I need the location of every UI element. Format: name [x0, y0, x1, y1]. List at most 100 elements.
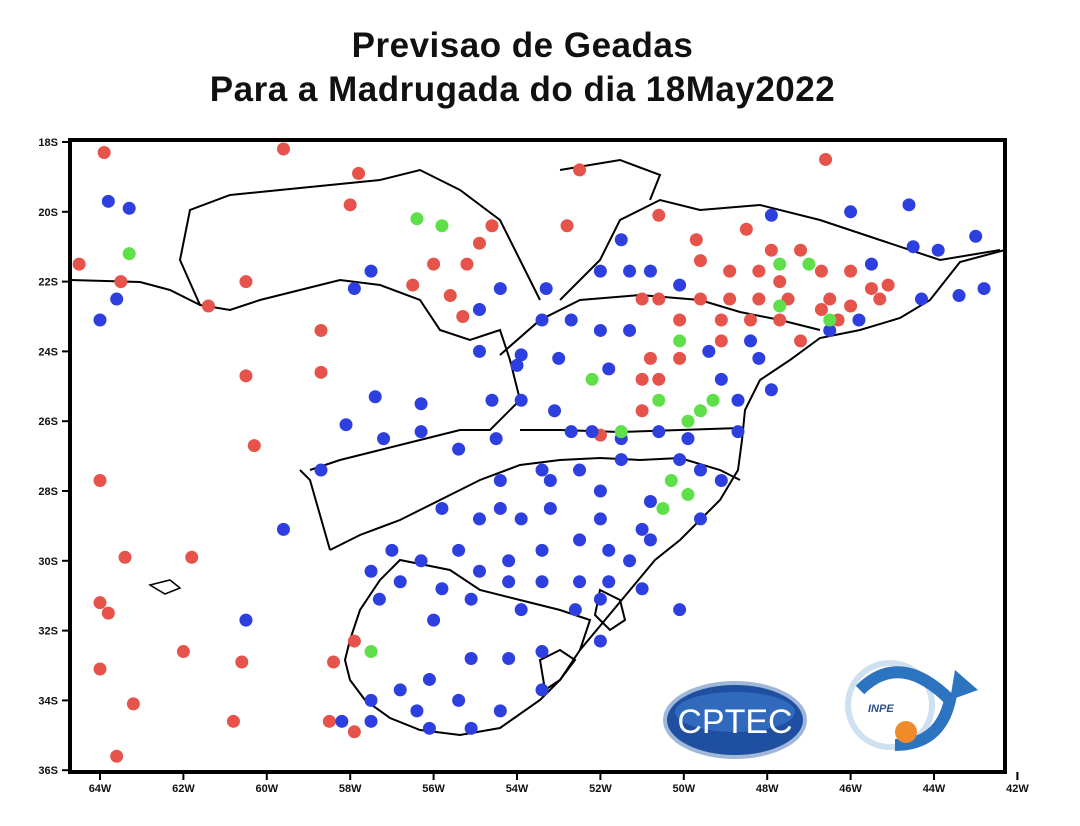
station-marker-blue — [714, 372, 728, 386]
station-marker-blue — [673, 603, 687, 617]
station-marker-red — [110, 749, 124, 763]
station-marker-red — [652, 292, 666, 306]
station-marker-blue — [110, 292, 124, 306]
station-marker-green — [681, 487, 695, 501]
y-tick-label: 34S — [38, 695, 58, 707]
station-marker-red — [689, 233, 703, 247]
station-marker-blue — [472, 344, 486, 358]
station-marker-red — [239, 369, 253, 383]
station-marker-blue — [93, 313, 107, 327]
y-tick-label: 36S — [38, 765, 58, 777]
station-marker-blue — [276, 522, 290, 536]
station-marker-blue — [764, 208, 778, 222]
bolivia-argentina-border — [69, 279, 201, 306]
x-tick-label: 58W — [339, 783, 362, 795]
paraguay-border — [178, 179, 522, 471]
station-marker-blue — [452, 543, 466, 557]
x-tick-label: 50W — [672, 783, 695, 795]
station-marker-blue — [472, 564, 486, 578]
chart-title-line2: Para a Madrugada do dia 18May2022 — [209, 70, 836, 109]
station-marker-blue — [414, 425, 428, 439]
station-marker-blue — [377, 432, 391, 446]
station-marker-red — [185, 550, 199, 564]
station-marker-red — [739, 222, 753, 236]
station-marker-red — [406, 278, 420, 292]
station-marker-green — [656, 501, 670, 515]
station-marker-blue — [364, 693, 378, 707]
station-marker-red — [643, 351, 657, 365]
station-marker-blue — [510, 358, 524, 372]
station-marker-blue — [573, 463, 587, 477]
station-marker-red — [327, 655, 341, 669]
station-marker-blue — [422, 672, 436, 686]
station-marker-blue — [393, 683, 407, 697]
station-marker-red — [427, 257, 441, 271]
station-marker-blue — [635, 582, 649, 596]
ms-border — [379, 168, 541, 301]
station-marker-blue — [364, 714, 378, 728]
station-marker-blue — [568, 603, 582, 617]
station-marker-green — [585, 372, 599, 386]
station-marker-red — [714, 334, 728, 348]
cptec-logo-text: CPTEC — [677, 703, 792, 741]
station-marker-blue — [844, 205, 858, 219]
station-marker-red — [114, 275, 128, 289]
station-marker-blue — [514, 512, 528, 526]
station-marker-blue — [643, 533, 657, 547]
station-marker-blue — [514, 393, 528, 407]
station-marker-blue — [702, 344, 716, 358]
station-marker-blue — [452, 442, 466, 456]
station-marker-red — [844, 264, 858, 278]
station-marker-blue — [593, 512, 607, 526]
station-marker-blue — [543, 501, 557, 515]
station-marker-blue — [239, 613, 253, 627]
station-marker-green — [773, 299, 787, 313]
station-marker-blue — [347, 282, 361, 296]
station-marker-blue — [464, 652, 478, 666]
station-marker-blue — [339, 418, 353, 432]
station-marker-green — [673, 334, 687, 348]
station-marker-blue — [414, 554, 428, 568]
station-marker-blue — [514, 603, 528, 617]
inpe-logo-text: INPE — [868, 703, 894, 715]
station-marker-blue — [464, 721, 478, 735]
station-marker-red — [322, 714, 336, 728]
y-tick-label: 24S — [38, 346, 58, 358]
station-marker-blue — [502, 652, 516, 666]
station-marker-red — [881, 278, 895, 292]
station-marker-red — [226, 714, 240, 728]
station-marker-red — [773, 275, 787, 289]
station-marker-blue — [602, 543, 616, 557]
station-marker-red — [873, 292, 887, 306]
station-marker-red — [176, 645, 190, 659]
santa-catarina-border — [520, 427, 741, 434]
station-marker-red — [93, 474, 107, 488]
station-marker-green — [122, 247, 136, 261]
station-marker-blue — [535, 683, 549, 697]
station-marker-blue — [681, 432, 695, 446]
station-marker-green — [364, 645, 378, 659]
station-marker-red — [276, 142, 290, 156]
station-marker-red — [752, 292, 766, 306]
station-marker-blue — [472, 303, 486, 317]
station-marker-red — [764, 243, 778, 257]
coastline — [343, 249, 1006, 737]
station-marker-blue — [902, 198, 916, 212]
y-tick-label: 30S — [38, 556, 58, 568]
inpe-logo: INPE — [845, 660, 978, 751]
station-marker-red — [723, 292, 737, 306]
station-marker-red — [72, 257, 86, 271]
station-marker-blue — [593, 264, 607, 278]
station-marker-blue — [535, 645, 549, 659]
station-marker-red — [864, 282, 878, 296]
station-marker-red — [239, 275, 253, 289]
station-marker-blue — [643, 494, 657, 508]
station-marker-blue — [952, 289, 966, 303]
station-marker-blue — [593, 592, 607, 606]
station-marker-blue — [931, 243, 945, 257]
station-marker-blue — [673, 278, 687, 292]
station-marker-green — [823, 313, 837, 327]
station-marker-blue — [435, 582, 449, 596]
station-marker-blue — [502, 554, 516, 568]
station-marker-red — [823, 292, 837, 306]
